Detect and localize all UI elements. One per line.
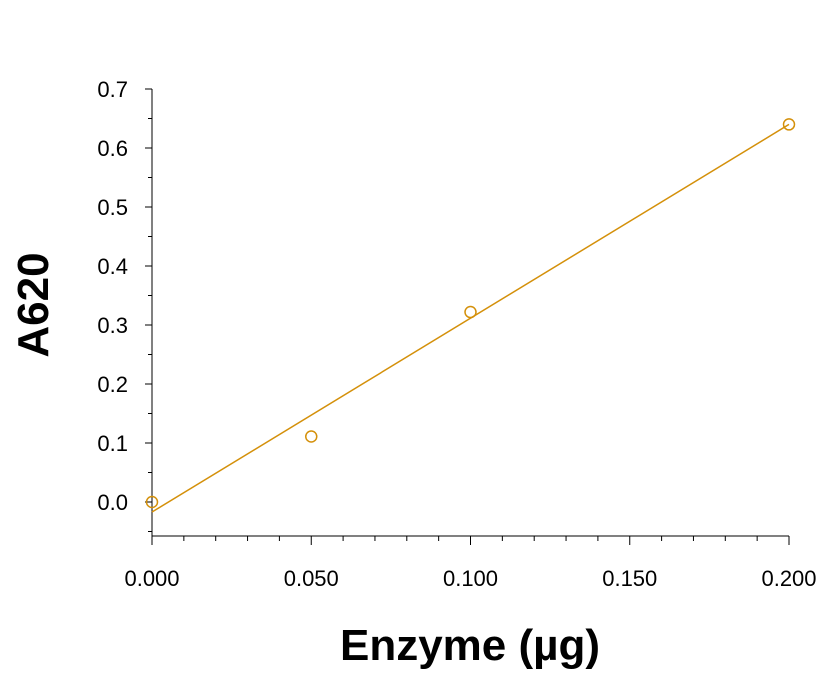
x-tick-label: 0.050 [284, 566, 339, 591]
x-tick-label: 0.200 [761, 566, 816, 591]
axes [151, 89, 789, 537]
data-point [145, 495, 159, 509]
y-tick-label: 0.7 [97, 77, 128, 102]
data-point [464, 305, 477, 319]
y-tick-label: 0.5 [97, 195, 128, 220]
y-tick-label: 0.4 [97, 254, 128, 279]
y-tick-label: 0.2 [97, 372, 128, 397]
x-axis-title: Enzyme (µg) [340, 621, 600, 670]
x-tick-label: 0.000 [124, 566, 179, 591]
y-tick-label: 0.3 [97, 313, 128, 338]
y-axis-title: A620 [9, 252, 58, 357]
y-tick-label: 0.6 [97, 136, 128, 161]
data-point [782, 118, 796, 131]
y-tick-label: 0.1 [97, 431, 128, 456]
x-tick-label: 0.150 [602, 566, 657, 591]
data-point [305, 430, 318, 443]
x-tick-label: 0.100 [443, 566, 498, 591]
y-tick-label: 0.0 [97, 490, 128, 515]
y-axis-ticks: 0.0 0.1 0.2 0.3 0.4 0.5 0.6 0.7 [97, 77, 152, 532]
data-points [145, 118, 796, 509]
x-axis-ticks: 0.000 0.050 0.100 0.150 0.200 [124, 536, 817, 591]
